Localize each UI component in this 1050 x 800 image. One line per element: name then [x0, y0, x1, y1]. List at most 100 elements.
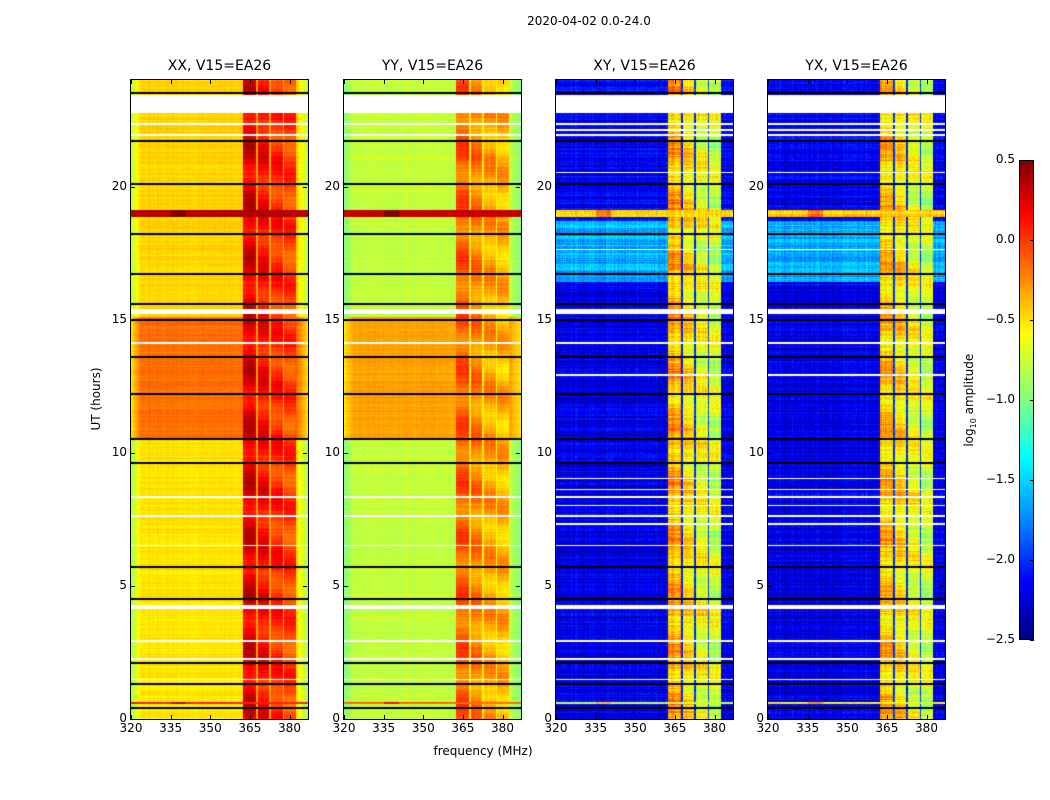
x-tick-mark [502, 80, 504, 84]
x-tick-label: 365 [663, 721, 687, 735]
x-tick-mark [289, 80, 291, 84]
x-tick-mark [714, 715, 716, 719]
y-tick-mark [768, 452, 772, 454]
y-tick-mark [344, 585, 348, 587]
panel-xx: XX, V15=EA26 320 335 350 365 380 0 5 10 15 20 [112, 58, 309, 735]
y-tick-mark [344, 719, 348, 720]
y-tick-mark [768, 319, 772, 321]
x-tick-mark [768, 715, 769, 719]
x-tick-label: 380 [491, 721, 514, 735]
x-tick-mark [210, 715, 212, 719]
x-tick-mark [383, 715, 385, 719]
x-tick-label: 320 [544, 721, 568, 735]
y-tick-mark [516, 452, 520, 454]
colorbar-tick-mark [1030, 160, 1034, 161]
panel-yy: YY, V15=EA26 320 335 350 365 380 0 5 10 15 20 [325, 58, 522, 735]
y-tick-mark [556, 452, 560, 454]
x-tick-mark [635, 80, 637, 84]
y-tick-mark [344, 186, 348, 188]
x-tick-mark [170, 80, 172, 84]
y-tick-label: 15 [111, 311, 127, 326]
colorbar-tick-label: −2.5 [985, 632, 1015, 646]
panel-title: XY, V15=EA26 [593, 58, 696, 74]
x-tick-label: 350 [198, 721, 222, 735]
y-tick-label: 5 [119, 577, 127, 592]
x-tick-mark [289, 715, 291, 719]
x-tick-mark [886, 715, 888, 719]
waterfall-heatmap [131, 80, 308, 719]
colorbar-tick-mark [1030, 560, 1034, 561]
y-tick-mark [516, 319, 520, 321]
figure-title: 2020-04-02 0.0-24.0 [527, 14, 651, 28]
y-tick-label: 10 [748, 444, 764, 459]
x-tick-mark [556, 80, 557, 84]
panel-title: XX, V15=EA26 [167, 58, 272, 74]
x-tick-mark [926, 715, 928, 719]
y-tick-mark [516, 719, 520, 720]
y-tick-mark [556, 186, 560, 188]
panel-yx: YX, V15=EA26 320 335 350 365 380 0 5 10 15 20 [749, 58, 946, 735]
colorbar-tick-mark [1030, 480, 1034, 481]
colorbar-tick-mark [1030, 320, 1034, 321]
x-tick-mark [674, 715, 676, 719]
y-tick-mark [940, 585, 944, 587]
colorbar-label-suffix: amplitude [961, 353, 976, 419]
x-tick-mark [170, 715, 172, 719]
x-tick-mark [807, 715, 809, 719]
y-tick-mark [303, 585, 307, 587]
colorbar-label-prefix: log [961, 428, 976, 447]
y-tick-mark [728, 585, 732, 587]
colorbar-tick-mark [1030, 640, 1034, 641]
x-tick-mark [847, 715, 849, 719]
y-tick-label: 15 [748, 311, 764, 326]
y-tick-label: 0 [119, 711, 127, 725]
y-tick-label: 10 [111, 444, 127, 459]
x-tick-label: 380 [703, 721, 726, 735]
y-tick-mark [728, 186, 732, 188]
x-tick-label: 365 [875, 721, 899, 735]
x-tick-mark [595, 80, 597, 84]
colorbar-label: log10 amplitude [962, 335, 978, 465]
x-tick-mark [714, 80, 716, 84]
y-tick-mark [556, 719, 560, 720]
x-tick-label: 365 [451, 721, 475, 735]
y-tick-mark [303, 719, 307, 720]
colorbar-tick-label: −1.0 [985, 392, 1015, 406]
x-tick-mark [249, 715, 251, 719]
y-tick-mark [940, 319, 944, 321]
y-tick-mark [768, 719, 772, 720]
colorbar-tick-label: −2.0 [985, 552, 1015, 566]
y-tick-mark [516, 585, 520, 587]
y-tick-mark [344, 452, 348, 454]
y-tick-mark [131, 186, 135, 188]
x-tick-mark [131, 715, 132, 719]
x-tick-label: 335 [159, 721, 183, 735]
colorbar-tick-label: −1.5 [985, 472, 1015, 486]
y-tick-label: 0 [756, 711, 764, 725]
x-tick-mark [462, 715, 464, 719]
x-tick-mark [210, 80, 212, 84]
y-tick-mark [940, 452, 944, 454]
waterfall-heatmap [768, 80, 945, 719]
colorbar-tick-mark [1030, 240, 1034, 241]
x-tick-mark [344, 80, 345, 84]
x-tick-mark [462, 80, 464, 84]
x-tick-label: 320 [332, 721, 356, 735]
y-tick-mark [768, 585, 772, 587]
y-tick-label: 15 [536, 311, 552, 326]
panel-title: YX, V15=EA26 [805, 58, 908, 74]
x-tick-mark [502, 715, 504, 719]
y-tick-label: 10 [324, 444, 340, 459]
colorbar-tick-label: 0.0 [995, 232, 1015, 246]
y-tick-mark [940, 186, 944, 188]
x-tick-label: 335 [372, 721, 396, 735]
colorbar-label-sub: 10 [969, 418, 979, 429]
x-tick-mark [926, 80, 928, 84]
y-tick-mark [131, 452, 135, 454]
y-tick-label: 20 [748, 178, 764, 193]
x-tick-mark [423, 80, 425, 84]
y-tick-mark [728, 319, 732, 321]
y-tick-label: 5 [756, 577, 764, 592]
colorbar-tick-label: 0.5 [995, 152, 1015, 166]
x-tick-mark [635, 715, 637, 719]
